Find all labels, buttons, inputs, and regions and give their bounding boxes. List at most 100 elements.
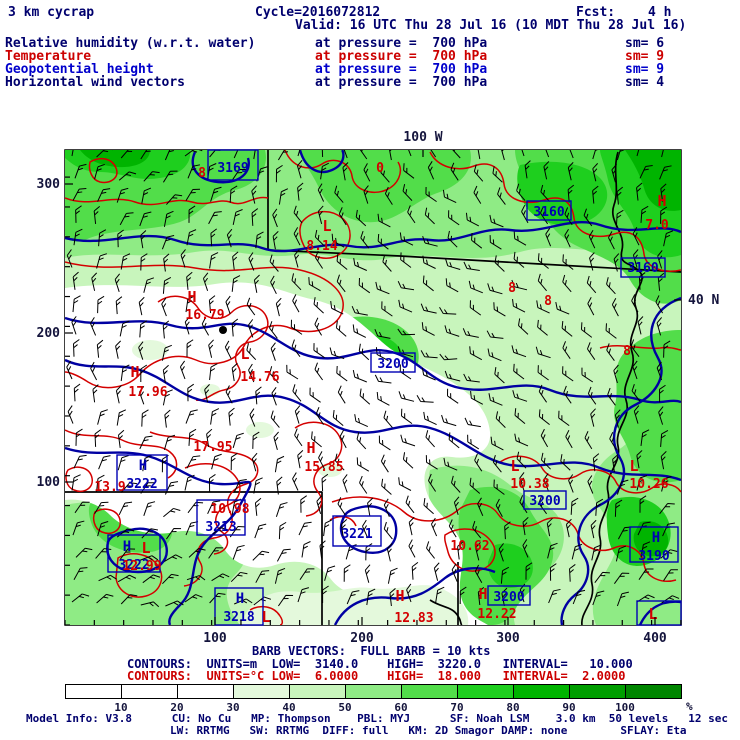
colorbar-segment (569, 684, 626, 699)
colorbar-segment (121, 684, 178, 699)
height-label-box: 3169 (207, 149, 259, 181)
height-extremum-letter: H (652, 530, 660, 546)
height-contour-boxes: 3169 3160 3160 3200 3200 3200 3213 3221 H 3222 H 32… (107, 149, 682, 626)
colorbar-segment (289, 684, 346, 699)
label-box-frame (214, 587, 264, 626)
field-smooth: sm= 6 (625, 36, 665, 51)
field-smooth: sm= 9 (625, 49, 665, 64)
height-contour-label: 3222 (126, 477, 157, 492)
height-contour-label: 3218 (223, 610, 254, 625)
temp-contour-label: L (629, 457, 638, 475)
temp-contour-label: 12.99 (122, 559, 161, 574)
label-box-frame (196, 499, 246, 536)
label-box-frame (116, 454, 168, 491)
temp-contour-label: 14.76 (240, 370, 279, 385)
height-label-box: 3200 (487, 585, 531, 606)
height-extremum-letter: H (236, 591, 244, 607)
y-axis-tick-label: 300 (37, 177, 61, 192)
height-label-box: H 3190 (629, 526, 679, 564)
temp-contour-label: L (141, 539, 150, 557)
height-label-box (636, 600, 682, 626)
colorbar-unit: % (686, 700, 693, 713)
axis-ticks (64, 150, 682, 626)
temp-contour-label: 16.79 (185, 308, 224, 323)
height-extremum-letter: H (123, 539, 131, 555)
temp-contour-label: H (657, 192, 666, 210)
model-info-line1: Model Info: V3.8 CU: No Cu MP: Thompson … (26, 712, 728, 725)
temp-contour-label: H (306, 439, 315, 457)
colorbar-segment (513, 684, 570, 699)
temp-contour-label: 13.9 (94, 480, 125, 495)
model-info-line2: LW: RRTMG SW: RRTMG DIFF: full KM: 2D Sm… (170, 724, 687, 737)
height-label-box: H 3222 (116, 454, 168, 492)
label-box-frame (526, 200, 572, 221)
label-box-frame (487, 585, 531, 606)
barb-vectors-caption: BARB VECTORS: FULL BARB = 10 kts (252, 644, 491, 658)
temp-contour-label: 0 (376, 161, 384, 176)
temp-contour-label: 15.85 (304, 460, 343, 475)
axis-tick-labels: 100 200 300 400 300 200 100 (37, 177, 667, 646)
valid-time: Valid: 16 UTC Thu 28 Jul 16 (10 MDT Thu … (295, 18, 687, 33)
temp-contour-label: L (240, 345, 249, 363)
label-box-frame (332, 515, 382, 547)
station-dot (219, 326, 227, 334)
y-axis-tick-label: 200 (37, 326, 61, 341)
colorbar-segment (345, 684, 402, 699)
x-axis-tick-label: 300 (496, 631, 520, 646)
fcst-value: 4 h (648, 5, 672, 20)
temp-contour-label: 8 (623, 344, 631, 359)
right-axis-label: 40 N (688, 293, 719, 308)
y-axis-tick-label: 100 (37, 475, 61, 490)
temp-contour-label: H (395, 587, 404, 605)
field-level: at pressure = 700 hPa (315, 36, 488, 51)
colorbar-tick-label: 10 (114, 701, 128, 714)
state-borders (65, 150, 681, 625)
label-box-frame (523, 490, 567, 510)
height-label-box: H 3222 (107, 534, 161, 573)
label-box-frame (629, 526, 679, 563)
colorbar-segment (177, 684, 234, 699)
colorbar-tick-label: 30 (226, 701, 240, 714)
temp-contour-label: 10.62 (450, 539, 489, 554)
temp-contour-label: L (322, 217, 331, 235)
height-label-box: 3213 (196, 499, 246, 536)
x-axis-tick-label: 100 (203, 631, 227, 646)
contour-info-height: CONTOURS: UNITS=m LOW= 3140.0 HIGH= 3220… (127, 657, 633, 671)
temp-contour-label: 8 (544, 294, 552, 309)
height-contour-label: 3213 (205, 520, 236, 535)
field-smooth: sm= 4 (625, 75, 665, 90)
height-label-box: H 3218 (214, 587, 264, 626)
height-label-box: 3160 (620, 257, 666, 278)
height-contour-label: 3200 (377, 357, 408, 372)
temp-contour-label: L (510, 457, 519, 475)
temp-contour-label: H (478, 585, 487, 603)
colorbar-tick-label: 40 (282, 701, 296, 714)
colorbar-tick-label: 90 (562, 701, 576, 714)
colorbar-segment (233, 684, 290, 699)
temp-contour-label: 10.26 (629, 477, 668, 492)
colorbar-tick-label: 80 (506, 701, 520, 714)
label-box-frame (370, 352, 416, 373)
height-contour-label: 3222 (118, 558, 149, 573)
field-level: at pressure = 700 hPa (315, 62, 488, 77)
page-title: 3 km cycrap (8, 5, 95, 20)
cycle-label: Cycle=2016072812 (255, 5, 381, 20)
label-box-frame (636, 600, 682, 626)
temp-contour-label: H (130, 363, 139, 381)
height-contour-label: 3190 (638, 549, 669, 564)
temp-contour-label: H (187, 288, 196, 306)
colorbar-tick-label: 60 (394, 701, 408, 714)
temp-contour-label: L (648, 605, 657, 623)
colorbar-segment (401, 684, 458, 699)
height-label-box: 3221 (332, 515, 382, 547)
temp-contour-label: 10.98 (210, 502, 249, 517)
temp-contour-label: L (261, 608, 270, 626)
top-axis-label: 100 W (403, 130, 442, 145)
colorbar-segment (65, 684, 122, 699)
height-label-box: 3200 (523, 490, 567, 510)
temp-contour-label: 8 (198, 166, 206, 181)
colorbar-segment (625, 684, 682, 699)
field-level: at pressure = 700 hPa (315, 75, 488, 90)
